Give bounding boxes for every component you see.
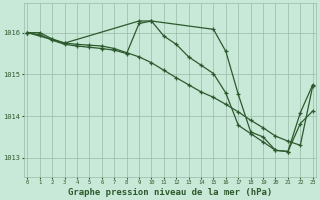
X-axis label: Graphe pression niveau de la mer (hPa): Graphe pression niveau de la mer (hPa): [68, 188, 272, 197]
